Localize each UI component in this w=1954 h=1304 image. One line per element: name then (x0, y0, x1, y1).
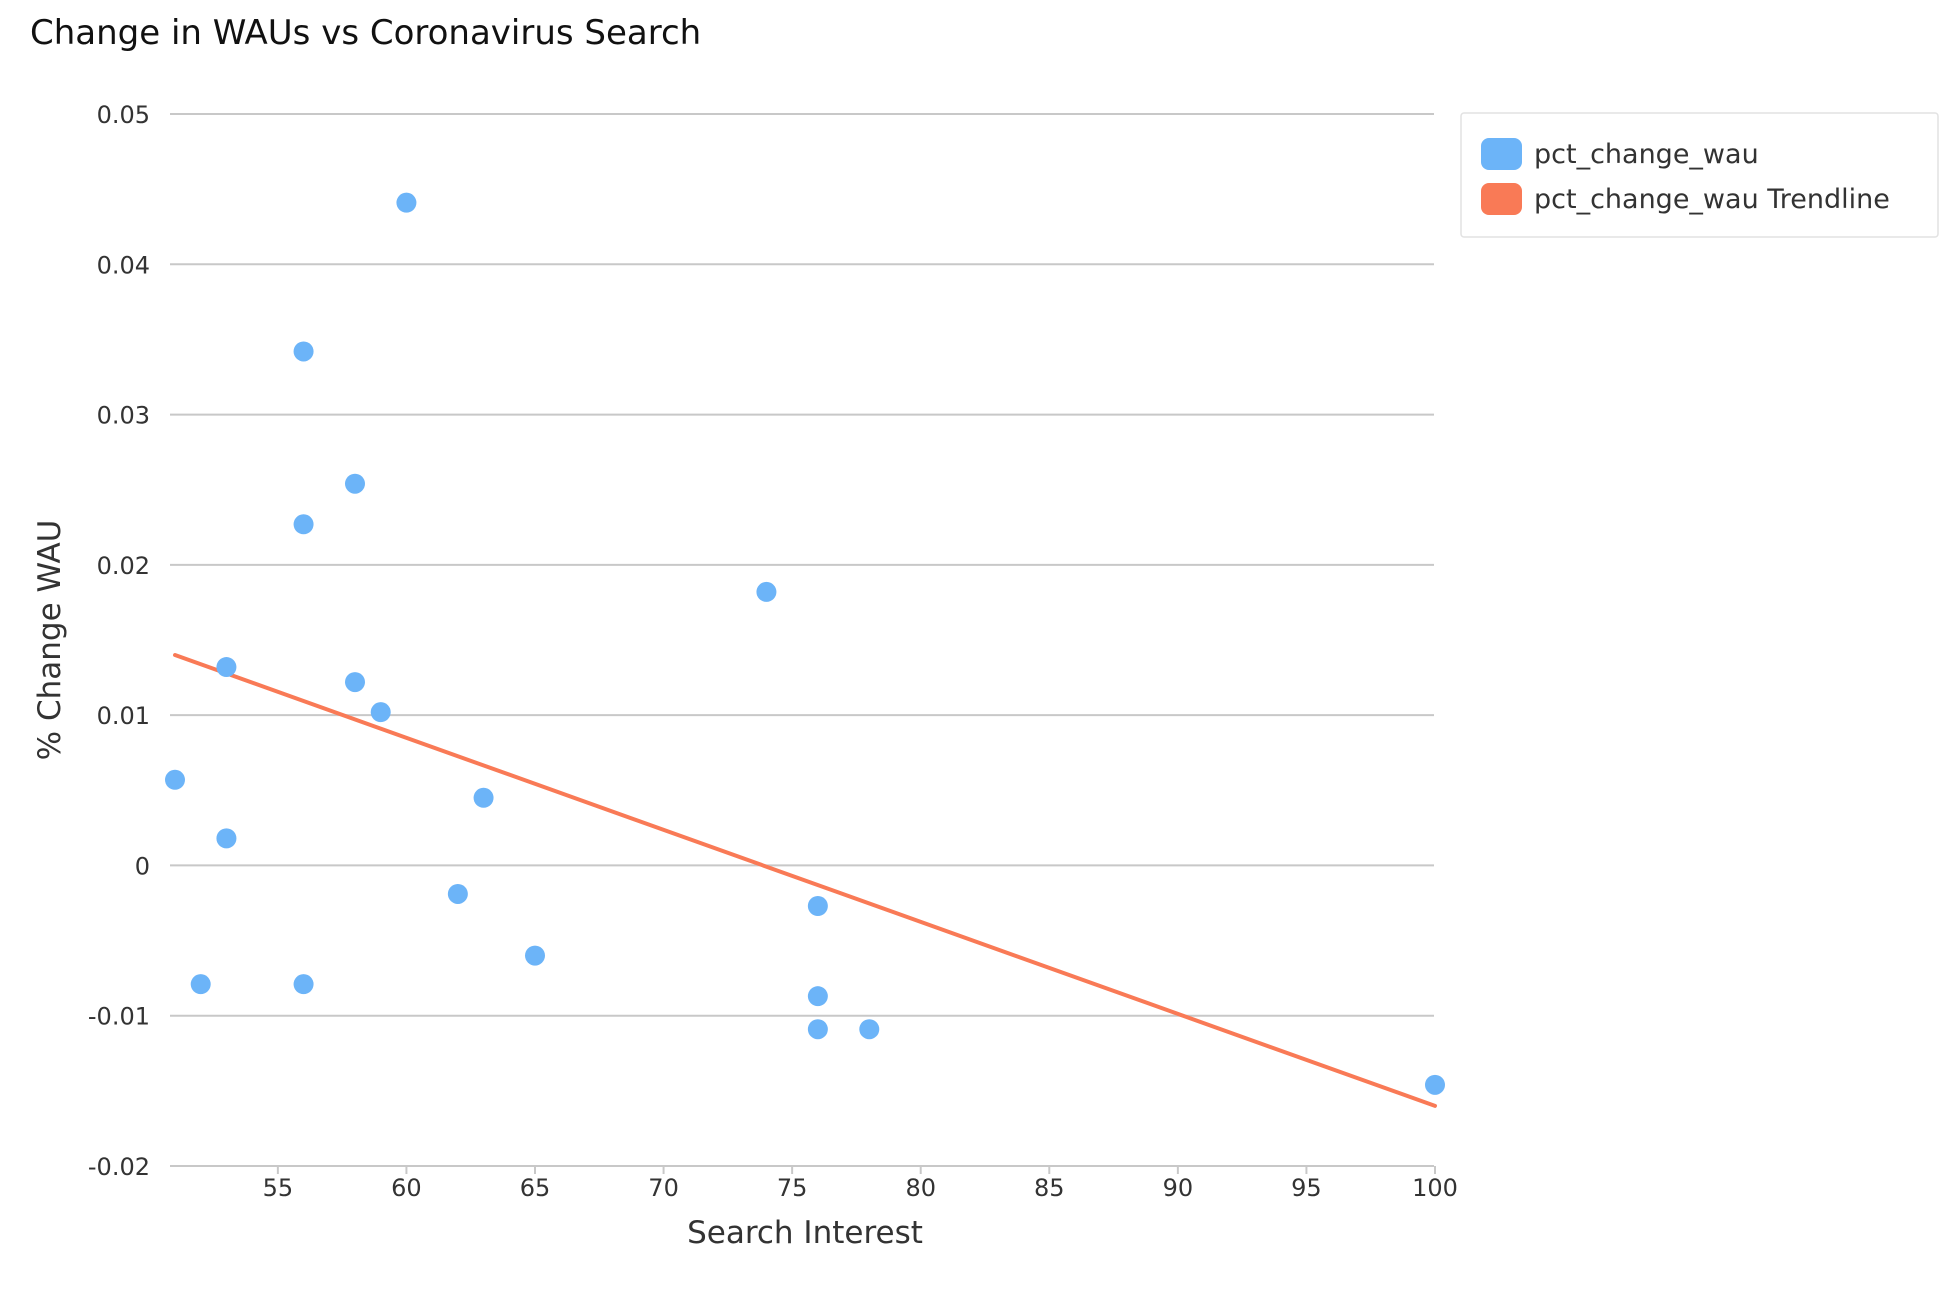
x-tick-label: 95 (1291, 1174, 1322, 1202)
x-tick-label: 60 (391, 1174, 422, 1202)
scatter-point[interactable] (165, 769, 185, 790)
scatter-point[interactable] (345, 473, 365, 494)
legend-swatch-pct-change-wau[interactable] (1481, 138, 1522, 170)
y-tick-label: 0.01 (97, 702, 150, 730)
scatter-point[interactable] (216, 828, 237, 849)
y-tick-label: -0.02 (88, 1153, 150, 1181)
scatter-point[interactable] (473, 787, 494, 808)
scatter-point[interactable] (216, 657, 237, 678)
legend-label-pct-change-wau[interactable]: pct_change_wau (1534, 139, 1759, 170)
scatter-point[interactable] (345, 672, 365, 693)
scatter-point[interactable] (756, 581, 777, 602)
x-tick-label: 90 (1163, 1174, 1194, 1202)
scatter-point[interactable] (370, 702, 391, 723)
scatter-point[interactable] (293, 514, 314, 535)
x-axis-ticks: 55 60 65 70 75 80 85 90 95 100 (263, 1166, 1458, 1202)
scatter-point[interactable] (1425, 1074, 1445, 1095)
scatter-point[interactable] (807, 1019, 828, 1040)
legend: pct_change_wau pct_change_wau Trendline (1460, 112, 1939, 238)
scatter-point[interactable] (190, 974, 211, 995)
y-axis-ticks: 0.05 0.04 0.03 0.02 0.01 0 -0.01 -0.02 (88, 101, 150, 1181)
scatter-point[interactable] (807, 896, 828, 917)
x-tick-label: 100 (1412, 1174, 1458, 1202)
legend-swatch-trendline[interactable] (1481, 183, 1522, 215)
trendline (173, 653, 1437, 1108)
x-tick-label: 65 (520, 1174, 551, 1202)
scatter-point[interactable] (525, 945, 545, 966)
scatter-point[interactable] (447, 883, 468, 904)
scatter-point[interactable] (293, 341, 314, 362)
scatter-point[interactable] (396, 192, 417, 213)
y-tick-label: 0.04 (97, 251, 150, 279)
points-layer (165, 192, 1445, 1095)
y-tick-label: 0.03 (97, 402, 150, 430)
scatter-point[interactable] (293, 974, 314, 995)
x-tick-label: 55 (263, 1174, 294, 1202)
y-tick-label: 0.05 (97, 101, 150, 129)
scatter-point[interactable] (807, 986, 828, 1007)
y-tick-label: -0.01 (88, 1003, 150, 1031)
x-tick-label: 80 (905, 1174, 936, 1202)
trendline-layer (173, 653, 1437, 1108)
y-axis-label: % Change WAU (32, 520, 68, 761)
legend-label-trendline[interactable]: pct_change_wau Trendline (1534, 184, 1890, 215)
scatter-point[interactable] (859, 1019, 880, 1040)
y-tick-label: 0 (135, 852, 150, 880)
legend-box (1460, 112, 1939, 238)
chart-title: Change in WAUs vs Coronavirus Search (30, 13, 701, 53)
x-tick-label: 75 (777, 1174, 808, 1202)
y-tick-label: 0.02 (97, 552, 150, 580)
x-axis-label: Search Interest (687, 1215, 923, 1251)
grid-lines (170, 113, 1434, 1167)
x-tick-label: 85 (1034, 1174, 1065, 1202)
x-tick-label: 70 (648, 1174, 679, 1202)
